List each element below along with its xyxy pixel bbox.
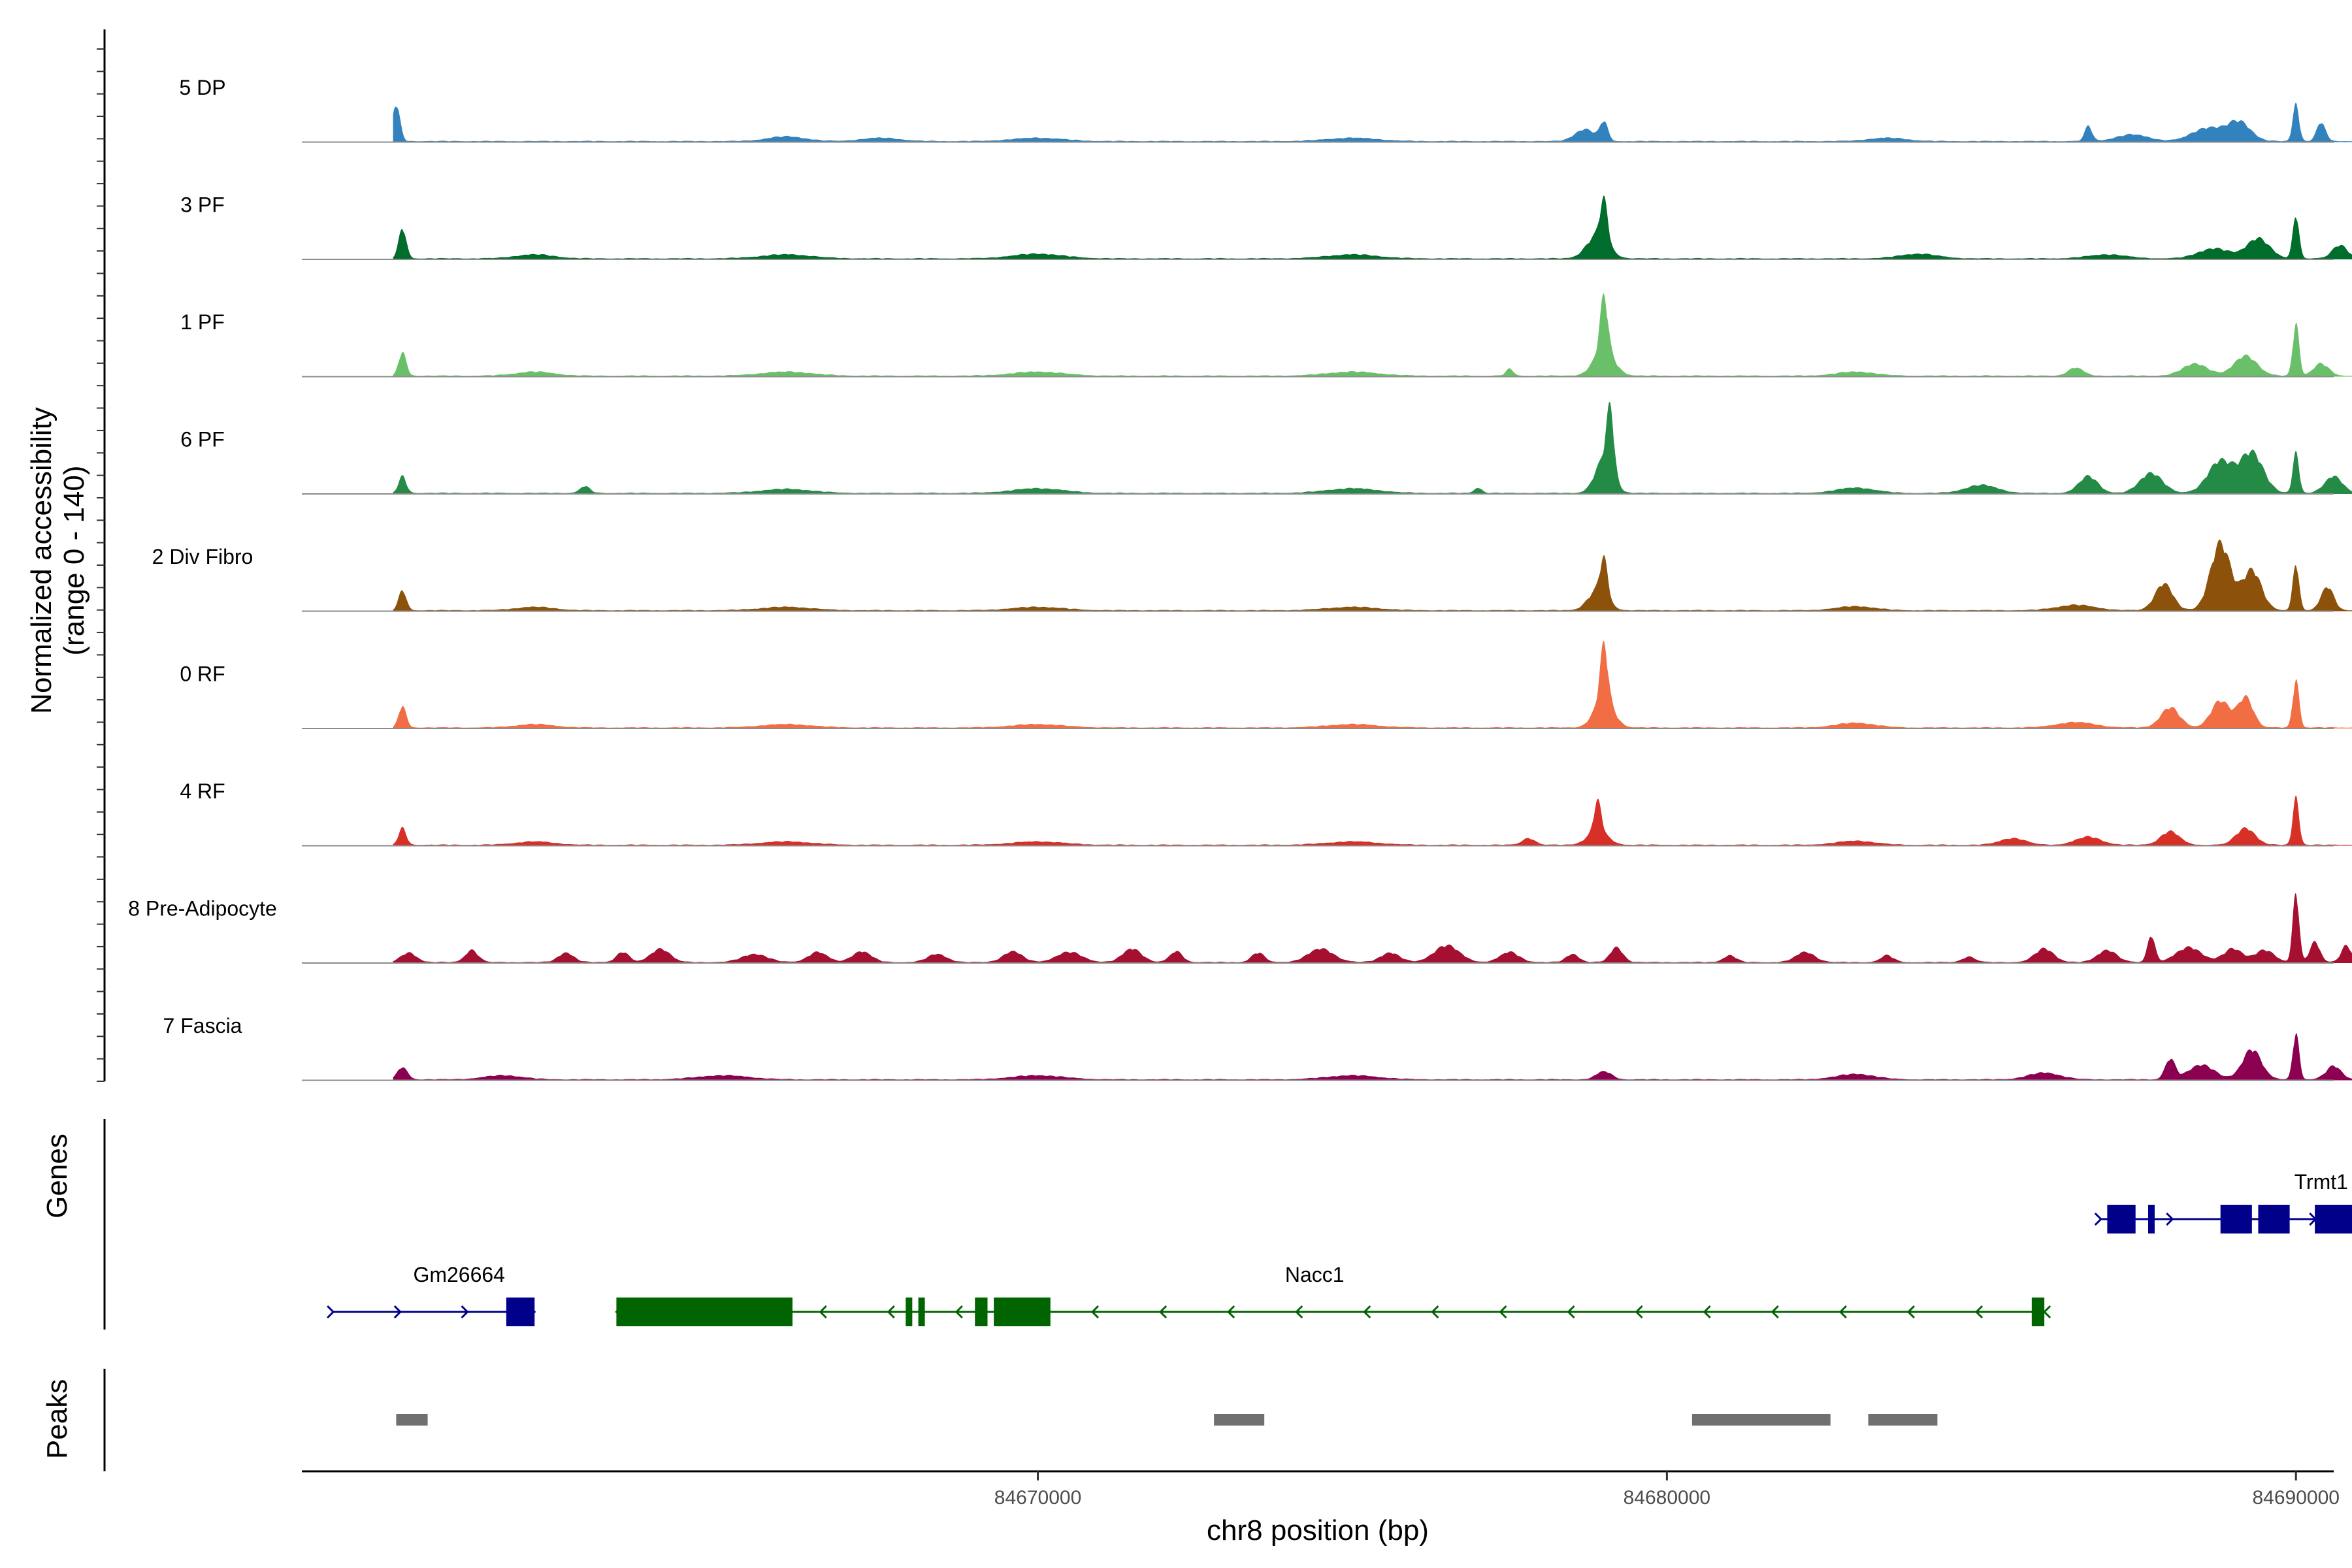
- gene-nacc1: Nacc1: [615, 1263, 2051, 1326]
- x-axis-tick-label: 84680000: [1624, 1487, 1710, 1509]
- strand-arrow: [1158, 1305, 1168, 1319]
- gene-label: Gm26664: [413, 1263, 505, 1286]
- accessibility-tracks: 5 DP 3 PF 1 PF 6 PF 2 Div Fibro 0 RF 4 RF 8 Pre…: [128, 76, 2352, 1081]
- gene-exon: [2031, 1298, 2045, 1326]
- x-axis-tick-label: 84690000: [2252, 1487, 2339, 1509]
- gene-exon: [2107, 1205, 2136, 1233]
- peaks-panel-title: Peaks: [41, 1379, 73, 1459]
- genes-panel-title: Genes: [41, 1134, 73, 1218]
- peak-region: [1868, 1414, 1938, 1426]
- strand-arrow: [1499, 1305, 1507, 1319]
- gene-label: Trmt1: [2295, 1170, 2348, 1194]
- gene-exon: [906, 1298, 913, 1326]
- coverage-area: [393, 795, 2352, 846]
- gene-exon: [994, 1298, 1051, 1326]
- gene-exon: [2315, 1205, 2352, 1233]
- tracks-y-axis: [97, 29, 106, 1082]
- strand-arrow: [1567, 1305, 1575, 1319]
- track-label: 6 PF: [180, 428, 225, 451]
- gene-gm26664: Gm26664: [327, 1263, 536, 1326]
- y-axis-title-line2: (range 0 - 140): [58, 465, 90, 655]
- strand-arrow: [1363, 1305, 1371, 1319]
- track-label: 5 DP: [179, 76, 225, 99]
- strand-arrow: [1227, 1305, 1235, 1319]
- strand-arrow: [819, 1305, 827, 1319]
- coverage-area: [393, 539, 2352, 612]
- strand-arrow: [393, 1305, 402, 1319]
- coverage-area: [393, 893, 2352, 963]
- peak-regions: [396, 1414, 1938, 1426]
- coverage-area: [393, 103, 2352, 142]
- strand-arrow: [1838, 1305, 1847, 1319]
- peak-region: [396, 1414, 428, 1426]
- x-axis-ticks: 84670000 84680000 84690000: [994, 1471, 2340, 1509]
- track-8: 8 Pre-Adipocyte: [128, 893, 2352, 964]
- strand-arrow: [1431, 1305, 1439, 1319]
- gene-exon: [506, 1298, 535, 1326]
- track-7: 4 RF: [180, 779, 2352, 847]
- strand-arrow: [1635, 1305, 1643, 1319]
- peak-region: [1214, 1414, 1265, 1426]
- strand-arrow: [1703, 1305, 1711, 1319]
- y-axis-title-line1: Normalized accessibility: [25, 407, 57, 713]
- gene-exon: [2148, 1205, 2155, 1233]
- coverage-area: [393, 195, 2352, 259]
- x-axis-title: chr8 position (bp): [1207, 1514, 1429, 1546]
- coverage-area: [393, 293, 2352, 377]
- strand-arrow: [1771, 1305, 1779, 1319]
- track-label: 1 PF: [180, 310, 225, 334]
- track-6: 0 RF: [180, 641, 2352, 729]
- track-1: 5 DP: [179, 76, 2352, 143]
- gene-annotations: Gm26664 Nacc1 Trmt1: [327, 1170, 2352, 1326]
- gene-exon: [975, 1298, 988, 1326]
- track-2: 3 PF: [180, 193, 2352, 260]
- strand-arrow: [955, 1305, 963, 1319]
- track-9: 7 Fascia: [163, 1014, 2352, 1081]
- coverage-area: [393, 1033, 2352, 1081]
- gene-exon: [2258, 1205, 2290, 1233]
- x-axis-tick-label: 84670000: [994, 1487, 1081, 1509]
- coverage-area: [393, 401, 2352, 494]
- strand-arrow: [2094, 1212, 2102, 1226]
- gene-exon: [616, 1298, 793, 1326]
- track-label: 7 Fascia: [163, 1014, 242, 1037]
- strand-arrow: [2166, 1212, 2174, 1226]
- strand-arrow: [1974, 1305, 1984, 1319]
- track-label: 2 Div Fibro: [152, 545, 253, 568]
- strand-arrow: [461, 1305, 469, 1319]
- strand-arrow: [2042, 1305, 2051, 1319]
- track-5: 2 Div Fibro: [152, 539, 2352, 612]
- strand-arrow: [1090, 1305, 1100, 1319]
- gene-exon: [2220, 1205, 2252, 1233]
- gene-label: Nacc1: [1285, 1263, 1345, 1286]
- track-label: 4 RF: [180, 779, 225, 803]
- strand-arrow: [1295, 1305, 1303, 1319]
- strand-arrow: [327, 1305, 335, 1319]
- track-label: 0 RF: [180, 662, 225, 686]
- coverage-area: [393, 641, 2352, 728]
- peak-region: [1691, 1414, 1831, 1426]
- track-4: 6 PF: [180, 401, 2352, 495]
- track-3: 1 PF: [180, 293, 2352, 378]
- track-label: 8 Pre-Adipocyte: [128, 897, 277, 921]
- track-label: 3 PF: [180, 193, 225, 217]
- gene-exon: [918, 1298, 925, 1326]
- strand-arrow: [1906, 1305, 1915, 1319]
- strand-arrow: [887, 1305, 895, 1319]
- gene-trmt1: Trmt1: [2094, 1170, 2352, 1233]
